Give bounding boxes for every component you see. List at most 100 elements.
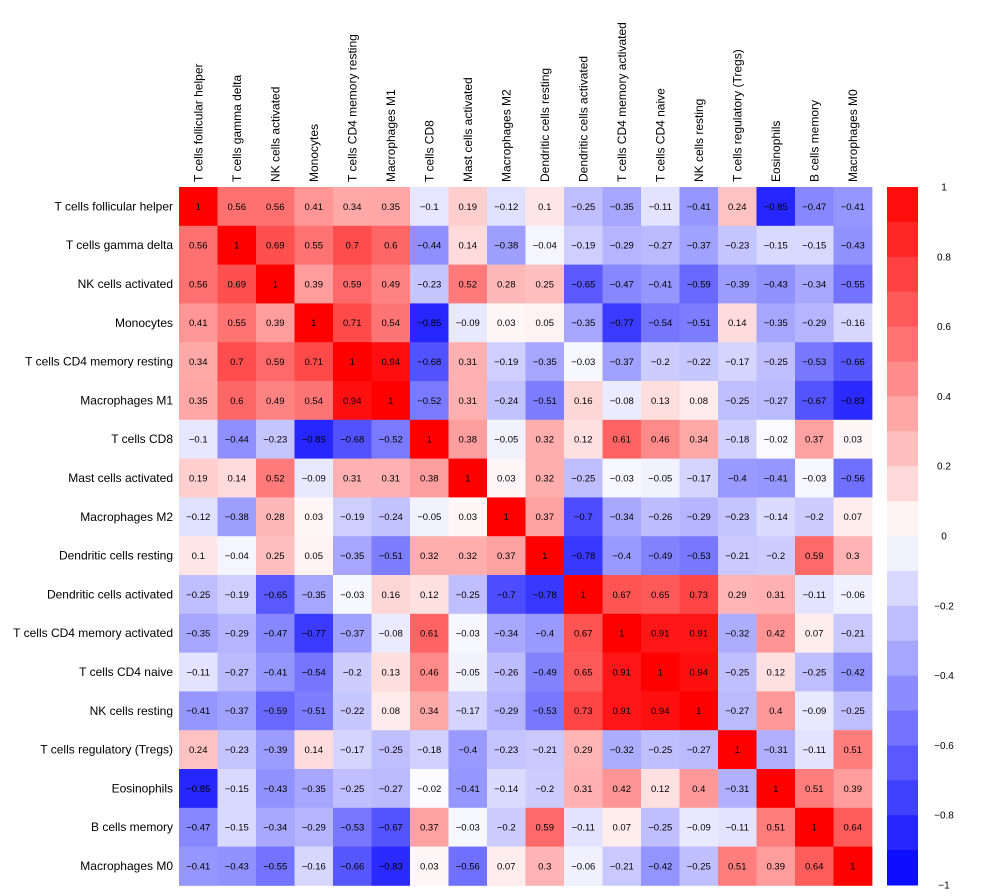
heatmap-cell: [602, 730, 642, 770]
cell-value-label: 0.46: [651, 435, 670, 446]
cell-value-label: −0.19: [494, 357, 518, 368]
cell-value-label: 0.07: [613, 823, 632, 834]
heatmap-cell: [294, 652, 334, 692]
cell-value-label: 1: [350, 357, 355, 368]
cell-value-label: 0.14: [728, 318, 747, 329]
cell-value-label: 0.1: [192, 551, 205, 562]
heatmap-cell: [487, 730, 526, 770]
cell-value-label: −0.25: [802, 667, 826, 678]
cell-value-label: 0.07: [844, 512, 863, 523]
colorbar-segment: [887, 466, 918, 502]
cell-value-label: 0.64: [844, 823, 863, 834]
cell-value-label: −0.14: [764, 512, 788, 523]
cell-value-label: 0.59: [266, 357, 285, 368]
colorbar-segment: [887, 640, 918, 677]
heatmap-cell: [179, 536, 218, 576]
heatmap-cell: [641, 807, 680, 847]
heatmap-cell: [333, 575, 372, 615]
heatmap-cell: [756, 807, 796, 847]
heatmap-cell: [294, 497, 334, 537]
heatmap-cell: [525, 846, 565, 886]
colorbar-segment: [887, 501, 918, 537]
cell-value-label: −0.24: [494, 396, 518, 407]
cell-value-label: −0.05: [417, 512, 441, 523]
heatmap-cell: [448, 303, 488, 343]
heatmap-cell: [756, 458, 796, 498]
cell-value-label: 0.08: [690, 396, 709, 407]
cell-value-label: 0.73: [690, 590, 709, 601]
cell-value-label: 0.28: [497, 279, 516, 290]
cell-value-label: 0.61: [420, 629, 439, 640]
cell-value-label: −0.55: [841, 279, 865, 290]
cell-value-label: −0.77: [610, 318, 634, 329]
cell-value-label: −0.34: [610, 512, 634, 523]
heatmap-cell: [294, 381, 334, 421]
heatmap-cell: [641, 342, 680, 382]
heatmap-cell: [564, 419, 603, 459]
cell-value-label: 0.1: [538, 202, 551, 213]
cell-value-label: −0.37: [340, 629, 364, 640]
heatmap-cell: [602, 691, 642, 731]
cell-value-label: 0.61: [613, 435, 632, 446]
cell-value-label: −0.38: [494, 241, 518, 252]
heatmap-cell: [410, 458, 449, 498]
cell-value-label: 0.38: [459, 435, 478, 446]
heatmap-cell: [256, 497, 295, 537]
cell-value-label: 0.34: [420, 706, 439, 717]
heatmap-cell: [564, 691, 603, 731]
heatmap-cell: [564, 575, 603, 615]
cell-value-label: 0.59: [343, 279, 362, 290]
cell-value-label: −0.17: [687, 473, 711, 484]
heatmap-cell: [256, 381, 295, 421]
heatmap-cell: [602, 187, 642, 227]
heatmap-cell: [448, 342, 488, 382]
heatmap-cell: [641, 846, 680, 886]
heatmap-cell: [564, 381, 603, 421]
heatmap-cell: [833, 187, 873, 227]
cell-value-label: 0.69: [266, 241, 285, 252]
heatmap-cell: [679, 497, 719, 537]
heatmap-cell: [756, 613, 796, 653]
cell-value-label: 0.12: [574, 435, 593, 446]
cell-value-label: −0.25: [648, 745, 672, 756]
cell-value-label: −0.08: [379, 629, 403, 640]
heatmap-cell: [756, 846, 796, 886]
heatmap-cell: [756, 342, 796, 382]
heatmap-cell: [333, 730, 372, 770]
cell-value-label: 0.05: [536, 318, 555, 329]
heatmap-cell: [217, 652, 257, 692]
cell-value-label: −0.27: [764, 396, 788, 407]
heatmap-cell: [256, 691, 295, 731]
cell-value-label: −0.51: [302, 706, 326, 717]
cell-value-label: −0.03: [610, 473, 634, 484]
heatmap-cell: [410, 303, 449, 343]
cell-value-label: 0.03: [497, 318, 516, 329]
heatmap-cell: [564, 497, 603, 537]
cell-value-label: 1: [234, 241, 239, 252]
heatmap-cell: [718, 225, 757, 265]
heatmap-cell: [371, 187, 411, 227]
heatmap-cell: [795, 497, 834, 537]
cell-value-label: −0.25: [340, 784, 364, 795]
heatmap-cell: [333, 497, 372, 537]
heatmap-cell: [641, 730, 680, 770]
colorbar-segment: [887, 187, 918, 223]
heatmap-cell: [679, 342, 719, 382]
colorbar-tick-label: 0: [941, 532, 947, 543]
cell-value-label: −0.68: [340, 435, 364, 446]
heatmap-cell: [256, 769, 295, 809]
heatmap-cell: [679, 264, 719, 304]
heatmap-cell: [795, 691, 834, 731]
heatmap-cell: [718, 807, 757, 847]
heatmap-cell: [333, 613, 372, 653]
cell-value-label: −0.7: [497, 590, 516, 601]
cell-value-label: 0.31: [343, 473, 362, 484]
cell-value-label: 0.59: [805, 551, 824, 562]
row-label: NK cells activated: [78, 277, 173, 291]
cell-value-label: −0.11: [572, 823, 595, 834]
cell-value-label: −0.4: [612, 551, 631, 562]
heatmap-cell: [487, 807, 526, 847]
cell-value-label: −0.22: [340, 706, 364, 717]
cell-value-label: −0.26: [494, 667, 518, 678]
cell-value-label: −0.1: [189, 435, 208, 446]
